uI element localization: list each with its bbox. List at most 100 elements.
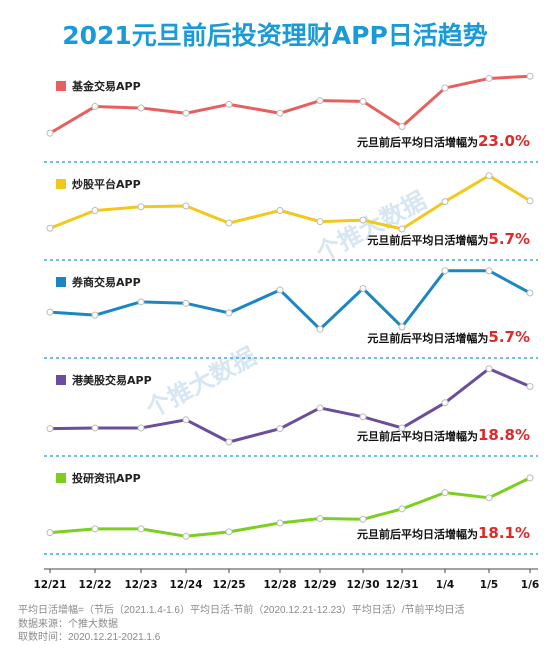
data-point: [137, 104, 145, 112]
data-point: [46, 224, 54, 232]
data-point: [225, 528, 233, 536]
data-point: [398, 123, 406, 131]
x-tick-label: 12/23: [124, 579, 157, 591]
chart-title: 2021元旦前后投资理财APP日活趋势: [62, 21, 488, 50]
data-point: [526, 383, 534, 390]
series-name-label: 投研资讯APP: [72, 471, 141, 485]
data-point: [398, 424, 406, 432]
data-point: [441, 84, 449, 92]
legend-swatch: [56, 473, 66, 483]
series-line: [49, 476, 531, 538]
watermark-text: 个推大数据: [312, 186, 431, 267]
data-point: [441, 399, 449, 407]
growth-prefix: 元旦前后平均日活增幅为: [357, 429, 478, 443]
data-point: [276, 519, 284, 527]
series-line: [49, 367, 531, 444]
data-point: [182, 109, 190, 117]
data-point: [137, 525, 145, 533]
data-point: [91, 103, 99, 111]
data-point: [91, 424, 99, 432]
data-point: [182, 416, 190, 424]
legend-swatch: [56, 179, 66, 189]
growth-annotation: 元旦前后平均日活增幅为23.0%: [357, 132, 530, 150]
series-line: [49, 269, 531, 331]
footnote-date-range: 取数时间：2020.12.21-2021.1.6: [18, 632, 161, 643]
data-point: [359, 216, 367, 224]
data-point: [316, 404, 324, 412]
x-tick-label: 12/24: [169, 579, 202, 591]
data-point: [441, 198, 449, 206]
data-point: [441, 267, 449, 275]
footnote-source: 数据来源：个推大数据: [18, 618, 118, 630]
series-name-label: 炒股平台APP: [72, 177, 141, 191]
data-point: [182, 202, 190, 210]
data-point: [316, 515, 324, 523]
series-panel: 投研资讯APP 元旦前后平均日活增幅为18.1%: [44, 471, 538, 555]
growth-prefix: 元旦前后平均日活增幅为: [357, 527, 478, 541]
data-point: [398, 225, 406, 233]
data-point: [398, 505, 406, 513]
growth-value: 18.1%: [478, 524, 530, 542]
data-point: [225, 100, 233, 108]
growth-annotation: 元旦前后平均日活增幅为18.1%: [357, 524, 530, 542]
data-point: [91, 525, 99, 533]
series-panel: 券商交易APP 元旦前后平均日活增幅为5.7%: [44, 267, 538, 359]
data-point: [526, 289, 534, 297]
x-tick-label: 12/22: [78, 579, 111, 591]
data-point: [91, 206, 99, 214]
data-point: [359, 515, 367, 523]
growth-annotation: 元旦前后平均日活增幅为5.7%: [367, 328, 530, 346]
series-line: [49, 74, 531, 135]
data-point: [398, 323, 406, 331]
growth-value: 5.7%: [488, 230, 530, 248]
x-tick-label: 12/30: [346, 579, 379, 591]
x-tick-label: 1/6: [521, 579, 539, 591]
data-point: [316, 325, 324, 333]
data-point: [225, 309, 233, 317]
data-point: [316, 218, 324, 226]
data-point: [359, 97, 367, 105]
data-point: [46, 529, 54, 537]
data-point: [46, 129, 54, 137]
x-tick-label: 1/4: [436, 579, 454, 591]
data-point: [137, 424, 145, 432]
data-point: [182, 532, 190, 540]
data-point: [276, 425, 284, 433]
data-point: [276, 286, 284, 294]
legend-swatch: [56, 81, 66, 91]
data-point: [485, 172, 493, 180]
x-tick-label: 1/5: [480, 579, 498, 591]
legend-swatch: [56, 375, 66, 385]
x-tick-label: 12/25: [212, 579, 245, 591]
data-point: [137, 298, 145, 306]
data-point: [485, 267, 493, 275]
panels: 基金交易APP元旦前后平均日活增幅为23.0%炒股平台APP元旦前后平均日活增幅…: [44, 72, 538, 555]
growth-value: 5.7%: [488, 328, 530, 346]
legend-swatch: [56, 277, 66, 287]
data-point: [276, 206, 284, 214]
data-point: [225, 219, 233, 227]
growth-prefix: 元旦前后平均日活增幅为: [367, 233, 488, 247]
data-point: [182, 299, 190, 307]
footnotes: 平均日活增幅=（节后（2021.1.4-1.6）平均日活-节前（2020.12.…: [18, 604, 538, 645]
x-tick-label: 12/28: [263, 579, 296, 591]
data-point: [526, 197, 534, 205]
data-point: [46, 308, 54, 316]
growth-value: 18.8%: [478, 426, 530, 444]
data-point: [359, 285, 367, 292]
footnote-formula: 平均日活增幅=（节后（2021.1.4-1.6）平均日活-节前（2020.12.…: [18, 605, 465, 616]
data-point: [485, 494, 493, 502]
series-panel: 港美股交易APP 元旦前后平均日活增幅为18.8%: [44, 365, 538, 457]
series-name-label: 港美股交易APP: [72, 373, 152, 387]
data-point: [225, 438, 233, 446]
data-point: [316, 97, 324, 105]
x-tick-label: 12/29: [303, 579, 336, 591]
watermark-text: 个推大数据: [142, 342, 261, 423]
data-point: [526, 72, 534, 80]
data-point: [46, 425, 54, 433]
data-point: [91, 311, 99, 319]
data-point: [359, 413, 367, 421]
series-name-label: 券商交易APP: [71, 275, 141, 289]
series-panel: 炒股平台APP 元旦前后平均日活增幅为5.7%: [44, 172, 538, 261]
x-tick-label: 12/21: [33, 579, 66, 591]
